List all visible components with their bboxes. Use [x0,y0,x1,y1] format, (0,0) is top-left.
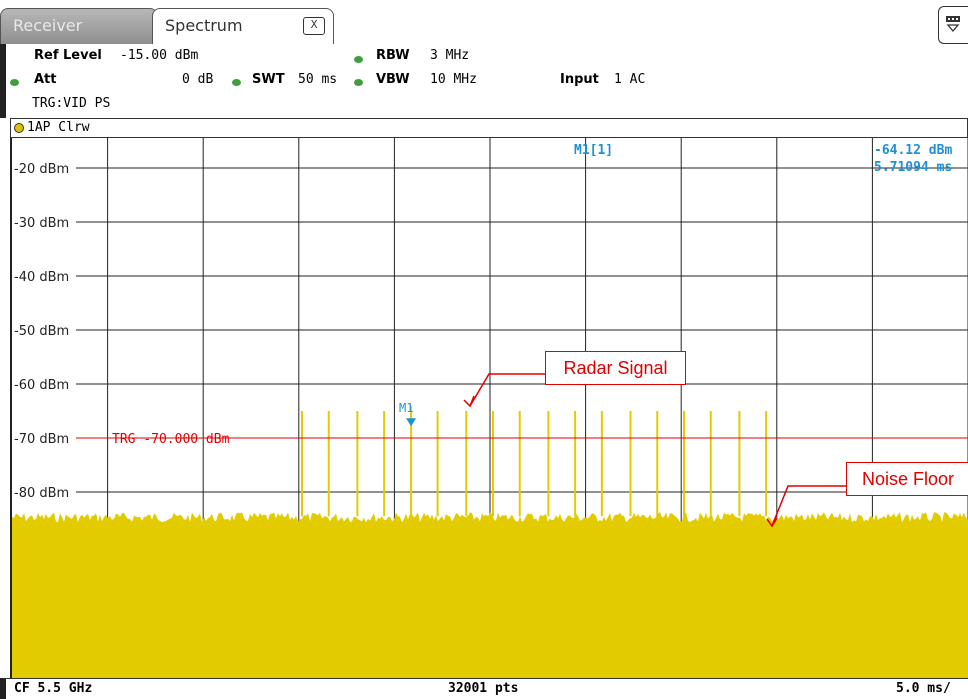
noise-floor-trace [12,512,968,678]
trace-info-bar: 1AP Clrw [10,118,968,138]
marker-triangle-icon [406,418,417,427]
sweep-points: 32001 pts [448,681,519,696]
tab-receiver[interactable]: Receiver [0,8,158,44]
tab-spectrum[interactable]: Spectrum X [152,8,334,46]
vbw-label: VBW [376,72,410,87]
vbw-value: 10 MHz [430,72,477,87]
tab-receiver-label: Receiver [13,16,83,35]
settings-info-bar: Ref Level -15.00 dBm RBW 3 MHz Att 0 dB … [0,44,968,118]
input-label: Input [560,72,599,87]
radar-arrow-head [463,395,475,408]
radar-signal-callout: Radar Signal [545,351,686,385]
y-tick-label: -20 dBm [14,162,69,177]
display-config-button[interactable] [938,6,968,44]
y-tick-label: -70 dBm [14,432,69,447]
marker-label: M1 [399,401,413,415]
center-frequency: CF 5.5 GHz [14,681,93,696]
vbw-led-icon [354,79,363,86]
radar-signal-label: Radar Signal [563,358,668,378]
swt-label: SWT [252,72,285,87]
rbw-value: 3 MHz [430,48,470,63]
trigger-level-label: TRG -70.000 dBm [112,432,230,447]
marker-readout-level: -64.12 dBm [874,143,952,158]
trace-label: 1AP Clrw [27,120,90,135]
noise-floor-label: Noise Floor [861,469,955,489]
att-label: Att [34,72,57,87]
y-tick-label: -40 dBm [14,270,69,285]
close-icon: X [310,18,318,31]
swt-value: 50 ms [298,72,338,87]
y-tick-label: -60 dBm [14,378,69,393]
radar-arrow [469,373,547,407]
marker-readout-label: M1[1] [574,143,613,158]
ref-level-value: -15.00 dBm [120,48,199,63]
ref-level-label: Ref Level [34,48,102,63]
y-tick-label: -30 dBm [14,216,69,231]
rbw-led-icon [354,56,363,63]
swt-led-icon [232,79,241,86]
noise-arrow [771,485,848,527]
input-value: 1 AC [614,72,646,87]
status-footer: CF 5.5 GHz 32001 pts 5.0 ms/ [0,678,968,699]
tab-spectrum-label: Spectrum [165,16,243,35]
noise-arrow-head [766,517,778,528]
trigger-setting: TRG:VID PS [32,96,111,111]
close-tab-button[interactable]: X [303,17,325,35]
att-value: 0 dB [182,72,214,87]
rbw-label: RBW [376,48,410,63]
noise-floor-callout: Noise Floor [846,462,968,496]
tab-bar: Receiver Spectrum X [0,0,968,46]
spectrum-plot[interactable]: -20 dBm -30 dBm -40 dBm -50 dBm -60 dBm -70 d… [10,138,968,678]
y-tick-label: -80 dBm [14,486,69,501]
time-per-division: 5.0 ms/ [896,681,951,696]
window-layout-icon [946,16,960,33]
att-led-icon [10,79,19,86]
trace-indicator-icon [14,123,24,133]
plot-canvas: -20 dBm -30 dBm -40 dBm -50 dBm -60 dBm -70 d… [12,138,968,678]
marker-readout-time: 5.71094 ms [874,160,952,175]
y-tick-label: -50 dBm [14,324,69,339]
